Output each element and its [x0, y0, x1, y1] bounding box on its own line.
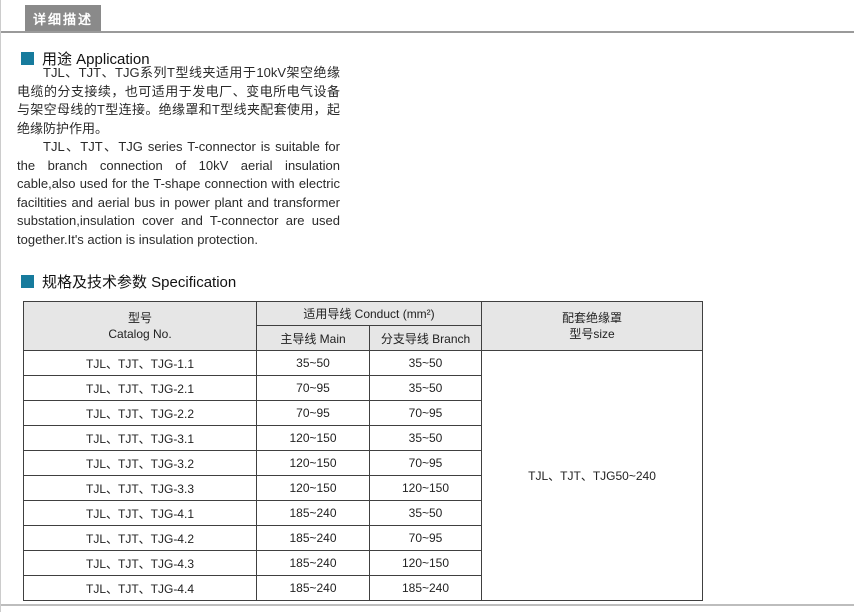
- application-paragraph-en: TJL、TJT、TJG series T-connector is suitab…: [17, 139, 340, 247]
- col-header-cover-zh: 配套绝缘罩: [562, 311, 623, 325]
- cell-main: 120~150: [256, 475, 370, 501]
- cell-branch: 120~150: [368, 550, 483, 576]
- divider-top: [1, 31, 854, 33]
- tab-detailed-description[interactable]: 详细描述: [25, 5, 101, 31]
- cell-model: TJL、TJT、TJG-2.2: [23, 400, 257, 426]
- cell-cover-merged: TJL、TJT、TJG50~240: [481, 350, 704, 601]
- cell-main: 185~240: [256, 550, 370, 576]
- cell-model: TJL、TJT、TJG-1.1: [23, 350, 257, 376]
- spec-table-body: TJL、TJT、TJG-1.1 35~50 35~50 TJL、TJT、TJG50~2…: [23, 350, 704, 601]
- cell-branch: 70~95: [368, 525, 483, 551]
- application-paragraph-zh: TJL、TJT、TJG系列T型线夹适用于10kV架空绝缘电缆的分支接续，也可适用…: [17, 65, 340, 136]
- cell-branch: 70~95: [368, 450, 483, 476]
- cell-branch: 70~95: [368, 400, 483, 426]
- divider-bottom: [1, 604, 854, 606]
- table-row: TJL、TJT、TJG-2.1 70~95 35~50: [23, 375, 703, 401]
- cell-main: 70~95: [256, 375, 370, 401]
- cell-model: TJL、TJT、TJG-3.2: [23, 450, 257, 476]
- table-row: TJL、TJT、TJG-3.2 120~150 70~95: [23, 450, 703, 476]
- col-header-branch: 分支导线 Branch: [368, 325, 483, 351]
- table-row: TJL、TJT、TJG-4.4 185~240 185~240: [23, 575, 703, 601]
- section-bullet-icon: [21, 275, 34, 288]
- cell-main: 120~150: [256, 450, 370, 476]
- cell-model: TJL、TJT、TJG-4.4: [23, 575, 257, 601]
- header-row-1: 型号 Catalog No. 适用导线 Conduct (mm²) 配套绝缘罩 …: [23, 301, 704, 351]
- section-heading-application-row: 用途 Application: [21, 48, 150, 69]
- cell-branch: 35~50: [368, 350, 483, 376]
- cell-model: TJL、TJT、TJG-4.2: [23, 525, 257, 551]
- col-header-conduct-group: 适用导线 Conduct (mm²): [255, 301, 483, 326]
- spec-table: 型号 Catalog No. 适用导线 Conduct (mm²) 配套绝缘罩 …: [23, 301, 704, 601]
- table-row: TJL、TJT、TJG-4.2 185~240 70~95: [23, 525, 703, 551]
- cell-model: TJL、TJT、TJG-2.1: [23, 375, 257, 401]
- cell-branch: 35~50: [368, 500, 483, 526]
- col-header-catalog-en: Catalog No.: [108, 327, 172, 341]
- col-header-cover-en: 型号size: [569, 327, 615, 341]
- cell-model: TJL、TJT、TJG-3.1: [23, 425, 257, 451]
- cell-model: TJL、TJT、TJG-4.3: [23, 550, 257, 576]
- section-bullet-icon: [21, 52, 34, 65]
- col-header-cover: 配套绝缘罩 型号size: [481, 301, 704, 351]
- section-heading-application: 用途 Application: [42, 51, 150, 68]
- cell-main: 70~95: [256, 400, 370, 426]
- application-text-block: TJL、TJT、TJG系列T型线夹适用于10kV架空绝缘电缆的分支接续，也可适用…: [17, 64, 340, 249]
- section-heading-specification-row: 规格及技术参数 Specification: [21, 271, 236, 292]
- cell-main: 35~50: [256, 350, 370, 376]
- cell-model: TJL、TJT、TJG-4.1: [23, 500, 257, 526]
- section-heading-specification: 规格及技术参数 Specification: [42, 274, 237, 291]
- header-row-2: 主导线 Main 分支导线 Branch: [24, 325, 703, 351]
- col-header-main: 主导线 Main: [256, 325, 370, 351]
- cell-branch: 185~240: [368, 575, 483, 601]
- spec-table-header: 型号 Catalog No. 适用导线 Conduct (mm²) 配套绝缘罩 …: [23, 301, 704, 351]
- cell-main: 185~240: [256, 525, 370, 551]
- cell-main: 185~240: [256, 500, 370, 526]
- cell-main: 185~240: [256, 575, 370, 601]
- cell-branch: 35~50: [368, 375, 483, 401]
- table-row: TJL、TJT、TJG-3.1 120~150 35~50: [23, 425, 703, 451]
- table-row: TJL、TJT、TJG-3.3 120~150 120~150: [23, 475, 703, 501]
- table-row: TJL、TJT、TJG-4.1 185~240 35~50: [23, 500, 703, 526]
- table-row: TJL、TJT、TJG-4.3 185~240 120~150: [23, 550, 703, 576]
- table-row: TJL、TJT、TJG-1.1 35~50 35~50 TJL、TJT、TJG50~2…: [23, 350, 704, 601]
- col-header-catalog: 型号 Catalog No.: [23, 301, 257, 351]
- col-header-catalog-zh: 型号: [127, 311, 152, 325]
- cell-model: TJL、TJT、TJG-3.3: [23, 475, 257, 501]
- cell-branch: 120~150: [368, 475, 483, 501]
- cell-main: 120~150: [256, 425, 370, 451]
- cell-branch: 35~50: [368, 425, 483, 451]
